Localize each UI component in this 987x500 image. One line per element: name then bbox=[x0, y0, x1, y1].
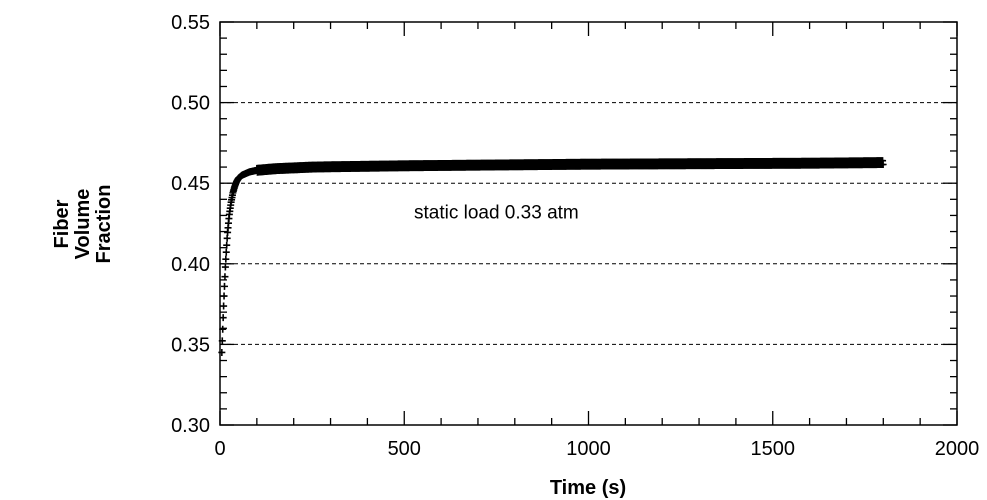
plot-frame bbox=[219, 21, 958, 426]
data-points bbox=[218, 157, 887, 356]
y-tick-label: 0.55 bbox=[171, 12, 210, 34]
y-axis-title-line-2: Volume bbox=[72, 189, 94, 260]
axis-ticks bbox=[219, 21, 958, 426]
annotation-text: static load 0.33 atm bbox=[414, 203, 579, 224]
data-point bbox=[220, 292, 228, 300]
y-axis-title: Fiber Volume Fraction bbox=[51, 185, 115, 264]
x-tick-label: 0 bbox=[214, 438, 225, 460]
data-point bbox=[218, 348, 226, 356]
y-tick-label: 0.40 bbox=[171, 254, 210, 276]
x-tick-label: 1500 bbox=[751, 438, 796, 460]
y-tick-labels: 0.30 0.35 0.40 0.45 0.50 0.55 bbox=[171, 12, 210, 437]
y-tick-label: 0.30 bbox=[171, 415, 210, 437]
data-point bbox=[220, 302, 228, 310]
data-point bbox=[221, 273, 229, 281]
x-tick-labels: 0 500 1000 1500 2000 bbox=[214, 438, 979, 460]
data-point bbox=[222, 248, 230, 256]
y-tick-label: 0.35 bbox=[171, 334, 210, 356]
data-point bbox=[220, 282, 228, 290]
x-tick-label: 1000 bbox=[566, 438, 611, 460]
data-point bbox=[879, 161, 887, 169]
y-axis-title-line-3: Fraction bbox=[93, 185, 115, 264]
data-point bbox=[218, 337, 226, 345]
grid-lines bbox=[220, 102, 957, 345]
x-tick-label: 500 bbox=[388, 438, 421, 460]
y-tick-label: 0.45 bbox=[171, 173, 210, 195]
data-point bbox=[219, 325, 227, 333]
data-point bbox=[223, 241, 231, 249]
y-tick-label: 0.50 bbox=[171, 93, 210, 115]
x-tick-label: 2000 bbox=[935, 438, 980, 460]
data-point bbox=[221, 263, 229, 271]
data-point bbox=[219, 314, 227, 322]
y-axis-title-line-1: Fiber bbox=[51, 199, 73, 248]
data-point bbox=[222, 255, 230, 263]
x-axis-title: Time (s) bbox=[550, 477, 626, 499]
